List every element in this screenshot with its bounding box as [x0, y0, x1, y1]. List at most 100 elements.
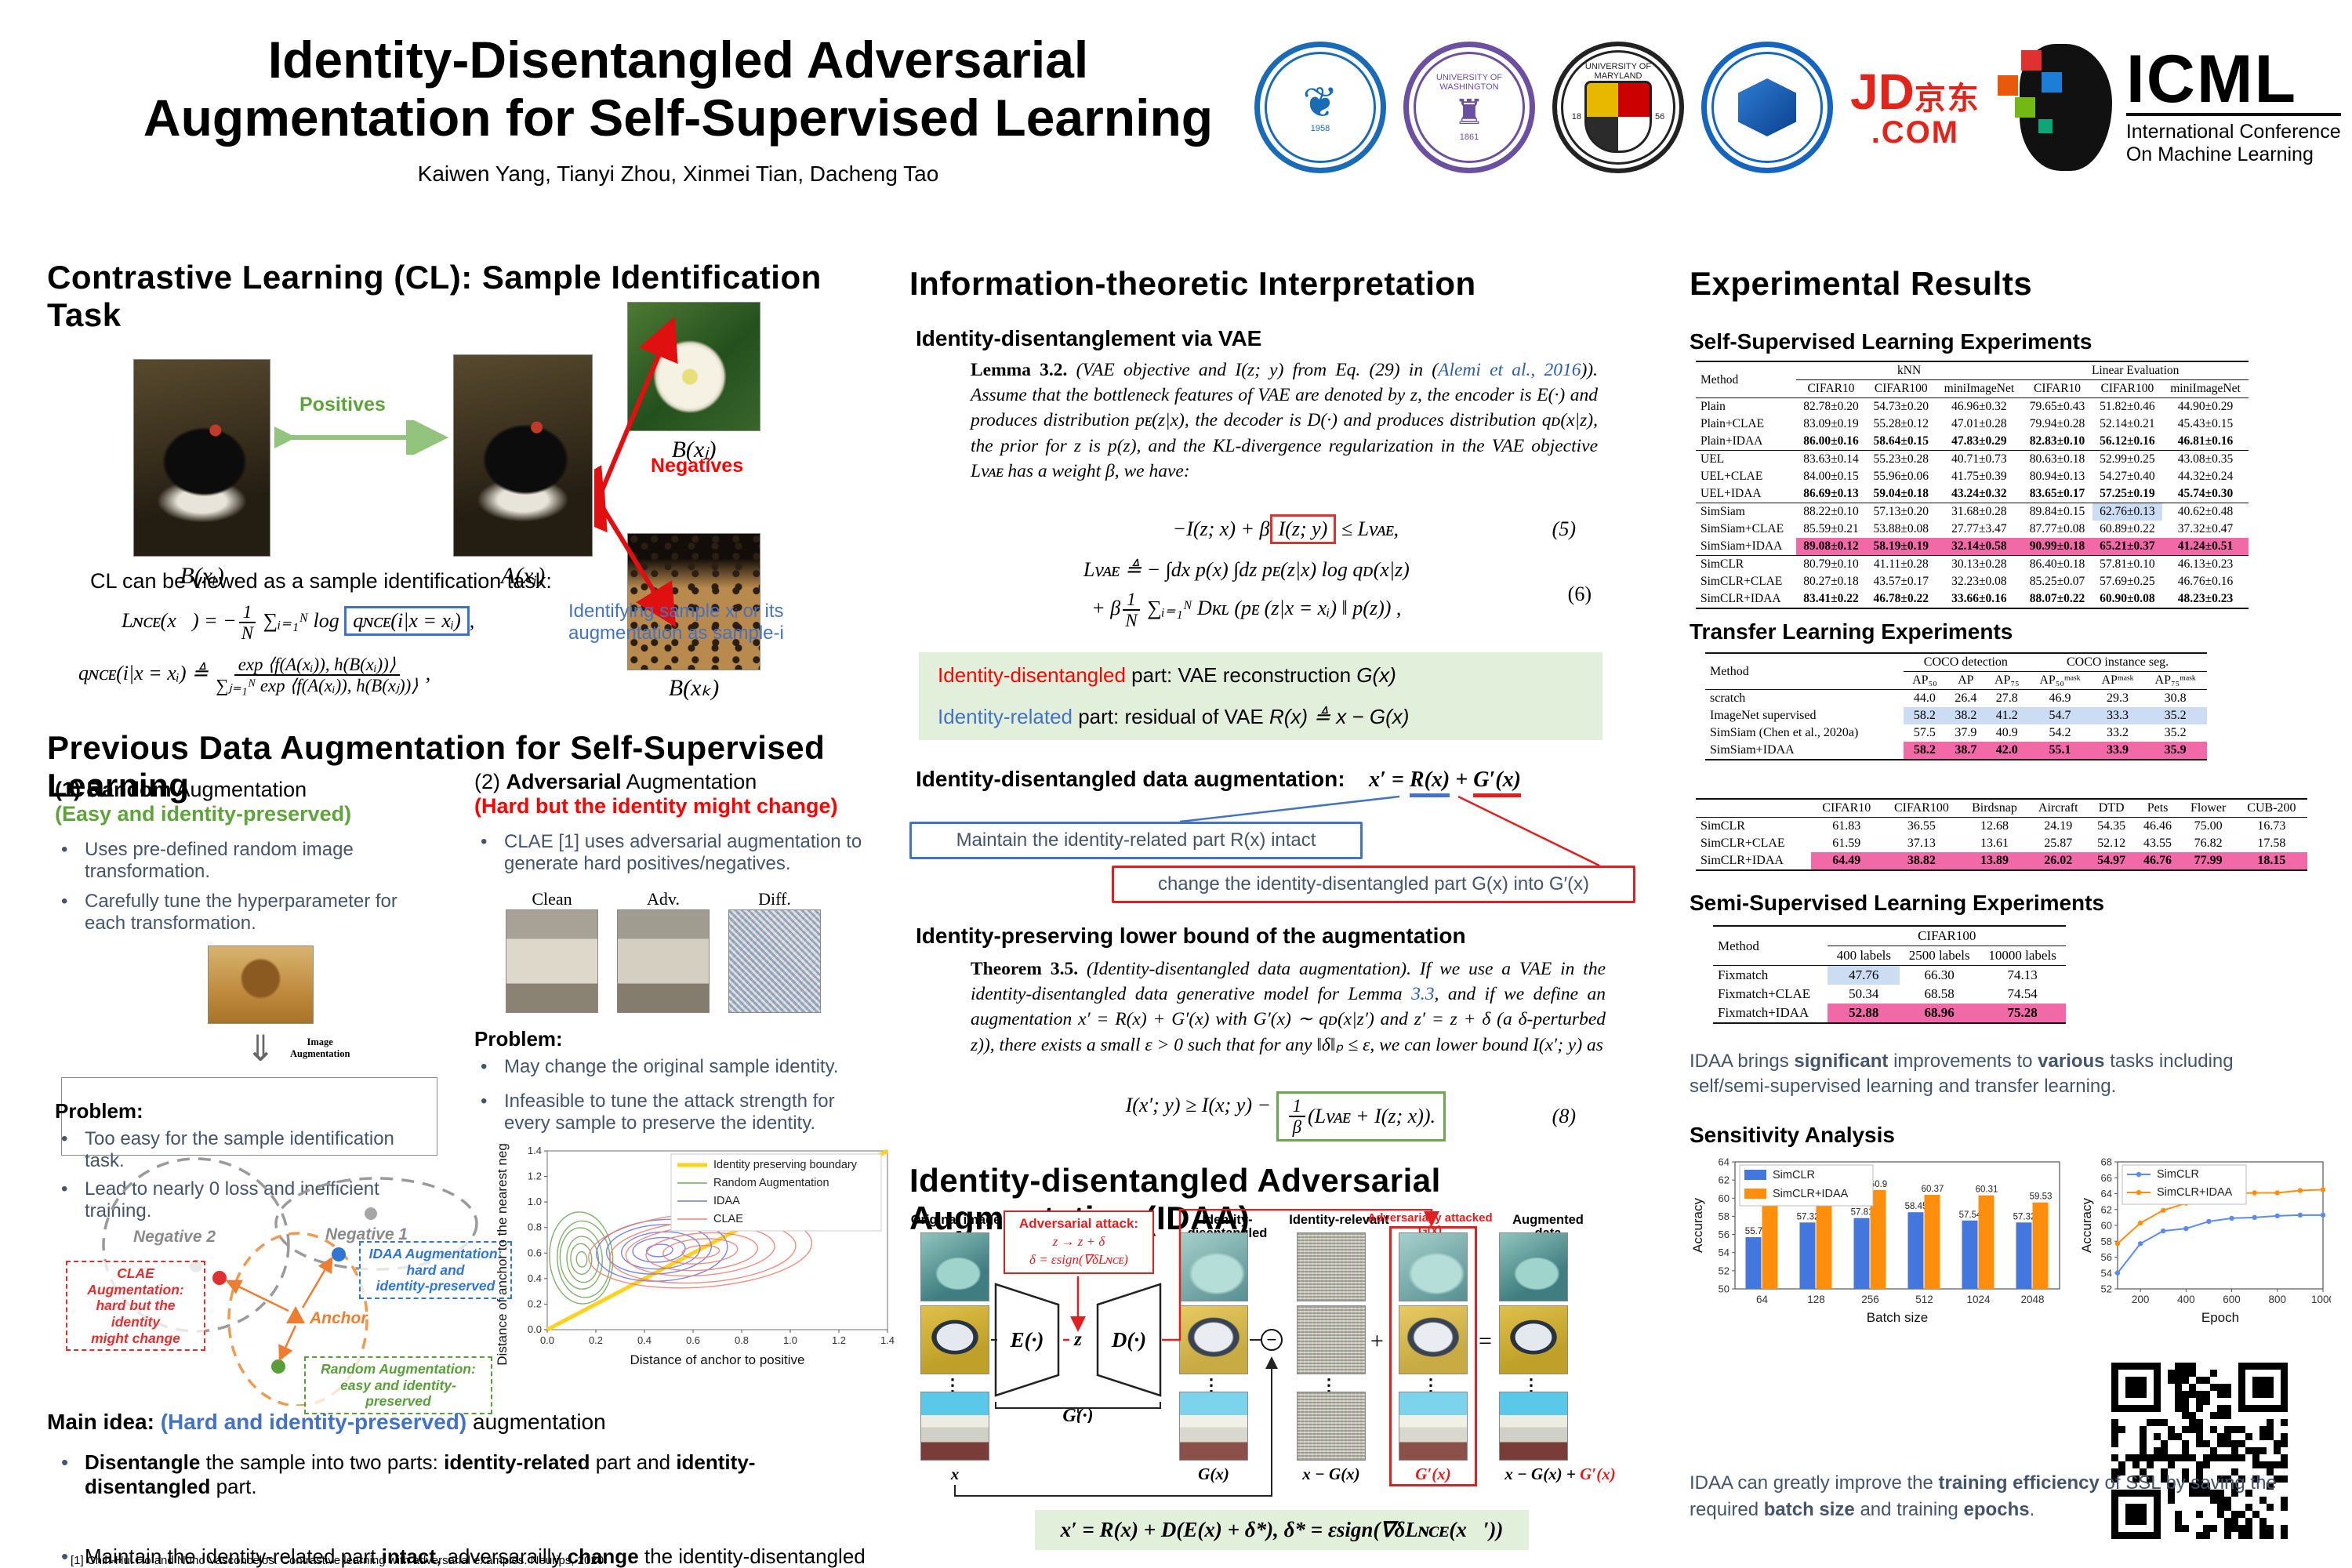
table-row: Fixmatch+CLAE 50.34 68.58 74.54	[1718, 986, 2038, 1001]
problem-heading: Problem:	[55, 1099, 143, 1123]
turtle-recon	[1179, 1232, 1248, 1301]
svg-text:56: 56	[2101, 1251, 2112, 1263]
results-table: Method kNN Linear Evaluation CIFAR10 CIFAR10…	[1696, 361, 2249, 609]
identity-related-definition: Identity-related part: residual of VAE R…	[938, 705, 1410, 728]
main-idea-bullet-1: Disentangle the sample into two parts: i…	[55, 1450, 878, 1499]
svg-text:62: 62	[2101, 1203, 2112, 1215]
icml-logo: ICML International Conference On Machine…	[1997, 41, 2341, 174]
lion-augmentation-figure: ⇓ Image Augmentation	[55, 935, 451, 1170]
authors: Kaiwen Yang, Tianyi Zhou, Xinmei Tian, D…	[417, 161, 939, 186]
icml-subtitle-1: International Conference	[2125, 120, 2341, 143]
attacked-column-outline	[1389, 1226, 1477, 1486]
uw-logo-icon: UNIVERSITY OF WASHINGTON ♜ 1861	[1403, 42, 1535, 173]
svg-text:128: 128	[1807, 1294, 1825, 1305]
squash-original	[920, 1305, 989, 1374]
lion-image	[208, 946, 314, 1024]
down-arrow-icon: ⇓	[245, 1028, 276, 1069]
attack-line-3: δ = εsign(∇δLɴᴄᴇ)	[1029, 1251, 1128, 1267]
equation-8: I(x′; y) ≥ I(x; y) − 1 β (Lᴠᴀᴇ + I(z; x)).…	[1027, 1091, 1576, 1142]
ustc-year: 1958	[1310, 123, 1330, 133]
qnce-equation: qɴᴄᴇ(i|x = xᵢ) ≜ exp ⟨f(A(xᵢ)), h(B(xᵢ))…	[78, 655, 431, 696]
adversarial-aug-block: (2) Adversarial Augmentation (Hard but t…	[474, 770, 890, 1134]
svg-text:66: 66	[2101, 1172, 2112, 1184]
svg-text:D(·): D(·)	[1111, 1328, 1146, 1352]
problem-bullet-1: Too easy for the sample identification t…	[55, 1128, 400, 1172]
idaa-augmentation-box: IDAA Augmentation: hard and identity-pre…	[359, 1241, 512, 1299]
table-row: Fixmatch 47.76 66.30 74.13	[1713, 965, 2066, 985]
adv-image	[617, 909, 710, 1013]
problem-bullet-2: Lead to nearly 0 loss and inefficient tr…	[55, 1178, 400, 1222]
turtle-augmented	[1499, 1232, 1568, 1301]
table-row: scratch 44.0 26.4 27.8 46.9 29.3 30.8	[1710, 691, 2187, 705]
squash-augmented	[1499, 1305, 1568, 1374]
svg-text:54: 54	[1719, 1247, 1730, 1258]
svg-text:Distance of anchor to positive: Distance of anchor to positive	[630, 1352, 804, 1367]
adv-problem-bullet-2: Infeasible to tune the attack strength f…	[474, 1091, 874, 1134]
batch-size-sensitivity-chart: 50525456586062646455.759.4112857.3260.44…	[1690, 1154, 2066, 1342]
results-table: Method CIFAR100 400 labels 2500 labels 10000…	[1713, 925, 2066, 1024]
svg-text:64: 64	[1756, 1294, 1769, 1305]
adv-bullet-1: CLAE [1] uses adversarial augmentation t…	[474, 831, 866, 875]
random-augmentation-box: Random Augmentation: easy and identity-p…	[304, 1356, 492, 1414]
svg-text:60: 60	[1719, 1192, 1730, 1204]
svg-text:50: 50	[1719, 1283, 1730, 1295]
ustc-glyph-icon: ❦	[1302, 78, 1338, 126]
negatives-arrows-icon	[594, 316, 678, 628]
svg-text:0.0: 0.0	[540, 1334, 554, 1346]
svg-text:200: 200	[2132, 1294, 2150, 1305]
svg-text:55.7: 55.7	[1745, 1227, 1762, 1236]
change-disentangled-callout: change the identity-disentangled part G(…	[1112, 866, 1635, 903]
table-row: SimSiam+IDAA 89.08±0.12 58.19±0.19 32.14±0.…	[1696, 538, 2249, 556]
table-row: SimCLR 61.83 36.55 12.68 24.19 54.35 46.46 75.0…	[1700, 819, 2286, 833]
swan-image-bxi	[133, 359, 270, 557]
nce-loss-equation: Lɴᴄᴇ(x⃗) = −1 N ∑ᵢ₌₁ᴺ log qɴᴄᴇ(i|x = xᵢ),	[122, 602, 475, 644]
svg-text:0.2: 0.2	[589, 1334, 603, 1346]
icml-text: ICML	[2125, 41, 2297, 117]
squash-residual	[1297, 1305, 1366, 1374]
adv-caption: Adv.	[647, 889, 680, 909]
random-aug-title: (1) Random Augmentation	[55, 778, 307, 801]
clean-image	[506, 909, 598, 1013]
table-row: UEL+IDAA 86.69±0.13 59.04±0.18 43.24±0.32 83…	[1700, 487, 2234, 500]
umd-shield-icon	[1584, 81, 1652, 154]
clean-caption: Clean	[532, 889, 572, 909]
random-bullet-2: Carefully tune the hyperparameter for ea…	[55, 891, 423, 935]
table-row: Plain+CLAE 83.09±0.19 55.28±0.12 47.01±0.28…	[1700, 417, 2234, 430]
svg-text:62: 62	[1719, 1174, 1730, 1186]
coco-transfer-table: Method COCO detection COCO instance seg. AP…	[1705, 652, 2207, 760]
svg-text:1.2: 1.2	[528, 1171, 542, 1182]
vae-subsection-title: Identity-disentanglement via VAE	[916, 326, 1262, 350]
qr-pattern-svg	[2111, 1363, 2288, 1539]
icml-subtitle-2: On Machine Learning	[2125, 143, 2314, 165]
distance-contour-chart: 0.0 0.0 0.2 0.2 0.4 0.4 0.6 0.6 0.8 0.8 1.0 1.0 1.2 1…	[495, 1115, 897, 1396]
caption-axi: A(xᵢ)	[500, 563, 546, 589]
svg-text:SimCLR: SimCLR	[1773, 1169, 1815, 1181]
table-row: Plain 82.78±0.20 54.73±0.20 46.96±0.32 79.65…	[1700, 400, 2234, 413]
caption-bxj: B(xⱼ)	[671, 437, 717, 463]
turtle-attacked	[1399, 1232, 1468, 1301]
final-equation-box: x′ = R(x) + D(E(x) + δ*), δ* = εsign(∇δL…	[1035, 1510, 1529, 1550]
augmentation-cluster-diagram: Negative 2 Negative 1 Anchor CLAE Augmen…	[63, 1143, 521, 1414]
classification-transfer-table: CIFAR10 CIFAR100 Birdsnap Aircraft DTD Pets Fl…	[1696, 798, 2307, 871]
house-original	[920, 1392, 989, 1461]
uw-year: 1861	[1459, 132, 1479, 142]
umd-name: UNIVERSITY OF MARYLAND	[1584, 61, 1652, 81]
diff-image	[728, 909, 821, 1013]
dots-col5: ⋮	[1523, 1375, 1540, 1395]
svg-text:Accuracy: Accuracy	[1690, 1198, 1705, 1253]
table-row: SimCLR+CLAE 61.59 37.13 13.61 25.87 52.12 43.5…	[1700, 837, 2286, 850]
results-table: CIFAR10 CIFAR100 Birdsnap Aircraft DTD Pets Fl…	[1696, 798, 2307, 871]
swan-image-axi	[453, 354, 593, 557]
house-residual	[1297, 1392, 1366, 1461]
umd-logo-icon: UNIVERSITY OF MARYLAND 18 56	[1552, 42, 1684, 173]
hefei-ai-institute-logo-icon	[1701, 42, 1833, 173]
negative2-label: Negative 2	[133, 1228, 216, 1246]
svg-text:64: 64	[2101, 1188, 2112, 1200]
middle-column: Information-theoretic Interpretation Ide…	[909, 259, 1646, 1568]
identity-disentangled-definition: Identity-disentangled part: VAE reconstr…	[938, 663, 1396, 687]
equals-operator: =	[1479, 1328, 1492, 1354]
svg-text:SimCLR: SimCLR	[2157, 1168, 2199, 1181]
negative1-label: Negative 1	[325, 1225, 408, 1243]
table-row: SimSiam 88.22±0.10 57.13±0.20 31.68±0.28 89.…	[1696, 503, 2249, 521]
svg-text:1.0: 1.0	[528, 1196, 542, 1207]
